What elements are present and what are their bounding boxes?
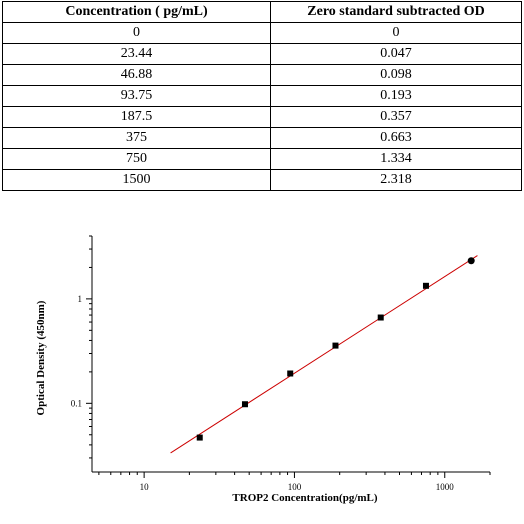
cell-od: 0.357 bbox=[270, 106, 522, 128]
table-row: 23.44 0.047 bbox=[2, 43, 522, 65]
cell-od: 0 bbox=[270, 22, 522, 44]
cell-od: 0.663 bbox=[270, 127, 522, 149]
cell-concentration: 187.5 bbox=[2, 106, 271, 128]
table-header-row: Concentration ( pg/mL) Zero standard sub… bbox=[2, 1, 522, 23]
y-tick-label: 0.1 bbox=[71, 398, 82, 408]
cell-concentration: 375 bbox=[2, 127, 271, 149]
table-row: 0 0 bbox=[2, 22, 522, 44]
data-point bbox=[332, 342, 339, 349]
cell-concentration: 0 bbox=[2, 22, 271, 44]
cell-od: 2.318 bbox=[270, 169, 522, 191]
cell-od: 1.334 bbox=[270, 148, 522, 170]
standard-data-table: Concentration ( pg/mL) Zero standard sub… bbox=[2, 1, 522, 191]
x-axis-title: TROP2 Concentration(pg/mL) bbox=[232, 492, 377, 504]
y-tick-label: 1 bbox=[78, 294, 83, 304]
cell-od: 0.193 bbox=[270, 85, 522, 107]
table-row: 375 0.663 bbox=[2, 127, 522, 149]
chart-axes bbox=[91, 236, 490, 473]
x-tick-label: 1000 bbox=[436, 482, 455, 492]
table-row: 750 1.334 bbox=[2, 148, 522, 170]
y-axis-title: Optical Density (450nm) bbox=[35, 300, 47, 415]
standard-curve-chart: 10 100 1000 0.1 1 TROP2 Concentration(pg/mL)… bbox=[35, 235, 491, 504]
table-row: 46.88 0.098 bbox=[2, 64, 522, 86]
cell-concentration: 46.88 bbox=[2, 64, 271, 86]
axis-ticks bbox=[86, 235, 491, 478]
axis-tick-labels: 10 100 1000 0.1 1 bbox=[71, 294, 455, 492]
data-point bbox=[287, 370, 294, 377]
table-row: 187.5 0.357 bbox=[2, 106, 522, 128]
x-tick-label: 10 bbox=[140, 482, 150, 492]
data-point bbox=[377, 314, 384, 321]
cell-concentration: 750 bbox=[2, 148, 271, 170]
data-point bbox=[422, 282, 429, 289]
x-tick-label: 100 bbox=[288, 482, 302, 492]
cell-concentration: 1500 bbox=[2, 169, 271, 191]
table-row: 1500 2.318 bbox=[2, 169, 522, 191]
fit-line bbox=[170, 255, 478, 454]
header-od: Zero standard subtracted OD bbox=[270, 1, 522, 23]
data-point bbox=[241, 401, 248, 408]
table-row: 93.75 0.193 bbox=[2, 85, 522, 107]
data-points bbox=[196, 257, 475, 441]
header-concentration: Concentration ( pg/mL) bbox=[2, 1, 271, 23]
cell-od: 0.098 bbox=[270, 64, 522, 86]
cell-od: 0.047 bbox=[270, 43, 522, 65]
data-point bbox=[196, 434, 203, 441]
data-point bbox=[467, 257, 475, 265]
cell-concentration: 93.75 bbox=[2, 85, 271, 107]
cell-concentration: 23.44 bbox=[2, 43, 271, 65]
